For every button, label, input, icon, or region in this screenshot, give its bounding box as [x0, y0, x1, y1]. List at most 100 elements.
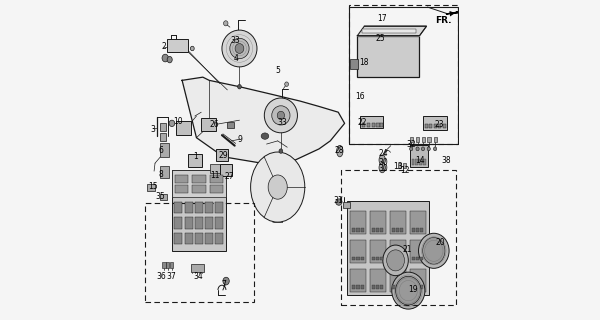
Bar — [400, 257, 403, 260]
Text: 26: 26 — [210, 120, 220, 130]
Bar — [380, 285, 383, 289]
Bar — [362, 123, 365, 126]
Bar — [403, 163, 406, 168]
Text: 36: 36 — [157, 272, 166, 281]
Text: 14: 14 — [416, 156, 425, 164]
Ellipse shape — [383, 245, 409, 276]
Text: 21: 21 — [403, 245, 412, 254]
Bar — [147, 184, 155, 191]
Ellipse shape — [238, 84, 241, 89]
Ellipse shape — [410, 147, 413, 151]
Text: 29: 29 — [218, 151, 228, 160]
Bar — [380, 257, 383, 260]
Text: 38: 38 — [442, 156, 451, 164]
Bar — [367, 123, 370, 126]
Bar — [390, 240, 406, 263]
Polygon shape — [358, 26, 427, 36]
Bar — [185, 233, 193, 244]
Bar — [175, 185, 188, 193]
Bar — [362, 29, 416, 33]
Bar — [370, 269, 386, 292]
Bar — [175, 233, 182, 244]
Bar — [185, 202, 193, 213]
Bar — [350, 59, 358, 69]
Text: 1: 1 — [193, 152, 198, 161]
Bar — [349, 7, 458, 144]
Bar — [215, 233, 223, 244]
Bar — [350, 211, 366, 234]
Bar — [350, 269, 366, 292]
Text: 33: 33 — [231, 36, 241, 45]
Text: 32: 32 — [406, 140, 416, 149]
Bar — [175, 202, 182, 213]
Bar — [400, 285, 403, 289]
Ellipse shape — [427, 147, 430, 151]
Bar — [347, 201, 430, 295]
Bar — [356, 257, 359, 260]
Bar — [376, 285, 379, 289]
Bar — [215, 202, 223, 213]
Bar — [392, 228, 395, 232]
Bar — [420, 285, 423, 289]
Bar — [176, 121, 191, 134]
Bar — [215, 148, 229, 161]
Bar — [349, 5, 458, 144]
Bar — [215, 217, 223, 228]
Text: 25: 25 — [376, 34, 385, 43]
Ellipse shape — [395, 276, 421, 305]
Ellipse shape — [268, 175, 287, 199]
Bar — [419, 159, 422, 165]
Text: 16: 16 — [355, 92, 365, 101]
Bar — [205, 233, 213, 244]
Text: 33: 33 — [278, 118, 287, 127]
Bar — [195, 233, 203, 244]
Bar — [175, 175, 188, 183]
Bar — [392, 285, 395, 289]
Text: 5: 5 — [275, 66, 280, 75]
Ellipse shape — [422, 237, 445, 264]
Ellipse shape — [230, 38, 249, 59]
Text: 6: 6 — [158, 146, 163, 155]
Bar — [422, 137, 425, 142]
Bar — [434, 124, 437, 128]
Ellipse shape — [433, 147, 437, 151]
Polygon shape — [446, 12, 458, 14]
Bar — [372, 228, 375, 232]
Text: 37: 37 — [166, 272, 176, 281]
Bar — [360, 116, 383, 128]
Bar — [160, 194, 167, 200]
Bar — [220, 164, 232, 176]
Bar — [160, 166, 169, 178]
Text: 8: 8 — [158, 170, 163, 179]
Text: 10: 10 — [173, 117, 183, 126]
Bar — [380, 123, 383, 126]
Bar — [423, 159, 425, 165]
Bar — [380, 228, 383, 232]
Bar — [361, 257, 364, 260]
Bar — [195, 202, 203, 213]
Text: 30: 30 — [379, 158, 388, 167]
Text: 11: 11 — [210, 172, 220, 180]
Bar — [396, 228, 399, 232]
Bar — [371, 123, 375, 126]
Bar — [410, 269, 425, 292]
Polygon shape — [182, 77, 344, 163]
Ellipse shape — [235, 44, 244, 53]
Text: 9: 9 — [237, 135, 242, 144]
Ellipse shape — [190, 46, 194, 51]
Bar — [356, 228, 359, 232]
Text: 20: 20 — [436, 238, 445, 247]
Bar — [427, 137, 431, 142]
Ellipse shape — [416, 147, 419, 151]
Bar — [195, 217, 203, 228]
Bar — [200, 118, 216, 131]
Bar — [438, 124, 441, 128]
Ellipse shape — [335, 199, 342, 205]
Bar — [420, 257, 423, 260]
Bar — [425, 124, 428, 128]
Bar — [352, 257, 355, 260]
Bar — [376, 123, 380, 126]
Bar — [396, 257, 399, 260]
Ellipse shape — [222, 30, 257, 67]
Text: 12: 12 — [400, 166, 410, 175]
